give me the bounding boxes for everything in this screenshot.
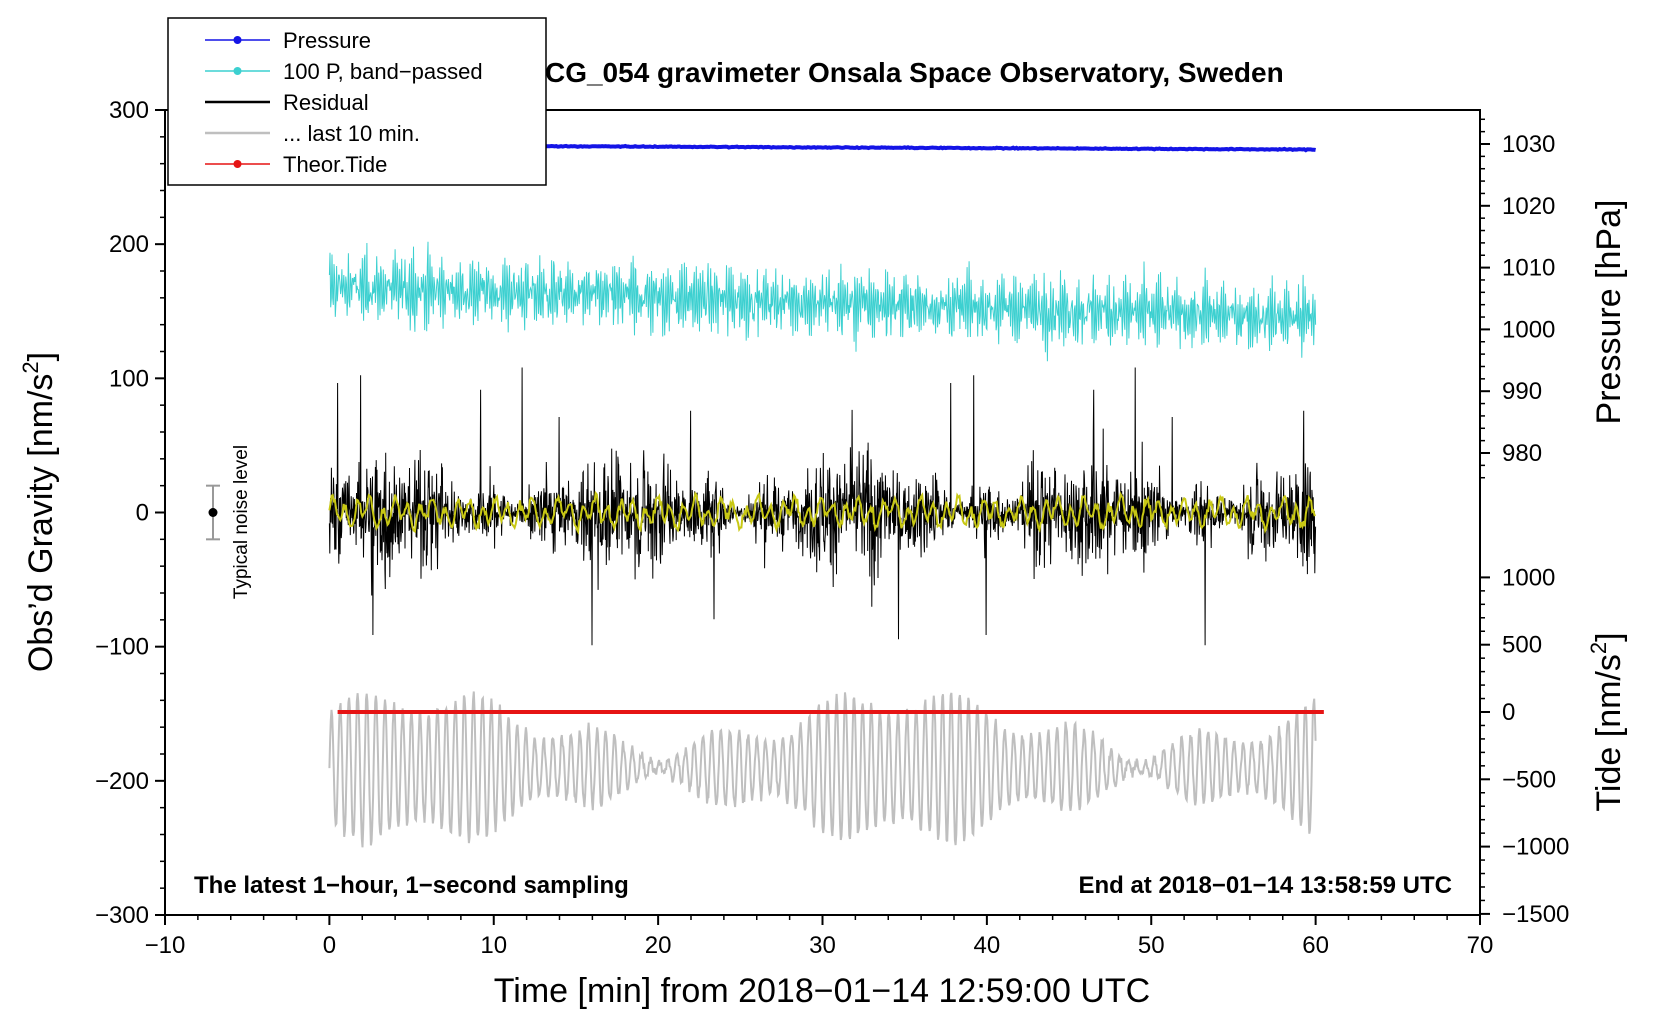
tide-axis-title: Tide [nm/s2] — [1586, 632, 1628, 811]
y-axis-tide: 1000 500 0 −500 −1000 −1500 — [1480, 564, 1569, 928]
tide-tick-label: −1500 — [1502, 901, 1569, 928]
x-tick-label: 50 — [1138, 932, 1165, 959]
y-axis-title-text: Obs’d Gravity [nm/s — [22, 374, 60, 673]
legend: Pressure 100 P, band−passed Residual ... la… — [167, 17, 547, 186]
x-tick-label: 70 — [1467, 932, 1494, 959]
y-tick-label: 100 — [109, 365, 149, 392]
pressure-tick-label: 990 — [1502, 378, 1542, 405]
pressure-tick-label: 980 — [1502, 440, 1542, 467]
x-tick-label: 0 — [323, 932, 336, 959]
residual-line — [328, 367, 1317, 646]
tide-tick-label: 1000 — [1502, 564, 1555, 591]
legend-label: ... last 10 min. — [283, 121, 420, 146]
tide-tick-label: −500 — [1502, 766, 1556, 793]
y-axis-title-sup: 2 — [18, 361, 43, 373]
noise-level-indicator: Typical noise level — [206, 445, 252, 599]
y-tick-label: 300 — [109, 97, 149, 124]
y-axis-title: Obs’d Gravity [nm/s2] — [18, 352, 60, 672]
residual-smoothed-line — [328, 490, 1316, 536]
pressure-tick-label: 1010 — [1502, 255, 1555, 282]
legend-label: Residual — [283, 90, 369, 115]
annotation-end-time: End at 2018−01−14 13:58:59 UTC — [1078, 872, 1452, 899]
x-tick-label: −10 — [145, 932, 186, 959]
pressure-tick-label: 1020 — [1502, 193, 1555, 220]
legend-marker — [233, 160, 242, 168]
pressure-tick-label: 1030 — [1502, 131, 1555, 158]
y-tick-label: −200 — [95, 768, 149, 795]
y-tick-label: −100 — [95, 634, 149, 661]
x-axis-title: Time [min] from 2018−01−14 12:59:00 UTC — [494, 972, 1150, 1010]
last-10-min-line — [328, 691, 1317, 848]
x-tick-label: 30 — [809, 932, 836, 959]
legend-label: Theor.Tide — [283, 152, 387, 177]
x-tick-label: 60 — [1302, 932, 1329, 959]
y-tick-label: 200 — [109, 231, 149, 258]
tide-axis-title-sup: 2 — [1586, 642, 1611, 654]
noise-dot — [208, 508, 218, 517]
tide-axis-title-end: ] — [1590, 632, 1628, 641]
x-tick-label: 40 — [974, 932, 1001, 959]
y-axis-pressure: 1030 1020 1010 1000 990 980 — [1480, 118, 1555, 479]
tide-axis-title-text: Tide [nm/s — [1590, 654, 1628, 811]
x-tick-label: 10 — [480, 932, 507, 959]
y-tick-label: −300 — [95, 902, 149, 929]
bandpassed-pressure-line — [328, 241, 1317, 362]
y-tick-label: 0 — [136, 500, 149, 527]
tide-tick-label: −1000 — [1502, 834, 1569, 861]
noise-label: Typical noise level — [231, 445, 252, 599]
pressure-tick-label: 1000 — [1502, 316, 1555, 343]
legend-box — [167, 17, 547, 186]
x-axis: −10 0 10 20 30 40 50 60 70 — [145, 915, 1494, 959]
pressure-axis-title: Pressure [hPa] — [1590, 200, 1628, 425]
legend-label: 100 P, band−passed — [283, 59, 483, 84]
annotation-sampling: The latest 1−hour, 1−second sampling — [194, 872, 629, 899]
legend-marker — [233, 36, 242, 44]
tide-tick-label: 500 — [1502, 632, 1542, 659]
x-tick-label: 20 — [645, 932, 672, 959]
chart-title: SCG_054 gravimeter Onsala Space Observat… — [526, 57, 1283, 88]
legend-marker — [233, 67, 242, 75]
y-axis-title-end: ] — [22, 352, 60, 361]
tide-tick-label: 0 — [1502, 699, 1515, 726]
legend-label: Pressure — [283, 28, 371, 53]
series-layer — [328, 142, 1324, 848]
y-axis-gravity: 300 200 100 0 −100 −200 −300 — [95, 97, 165, 929]
